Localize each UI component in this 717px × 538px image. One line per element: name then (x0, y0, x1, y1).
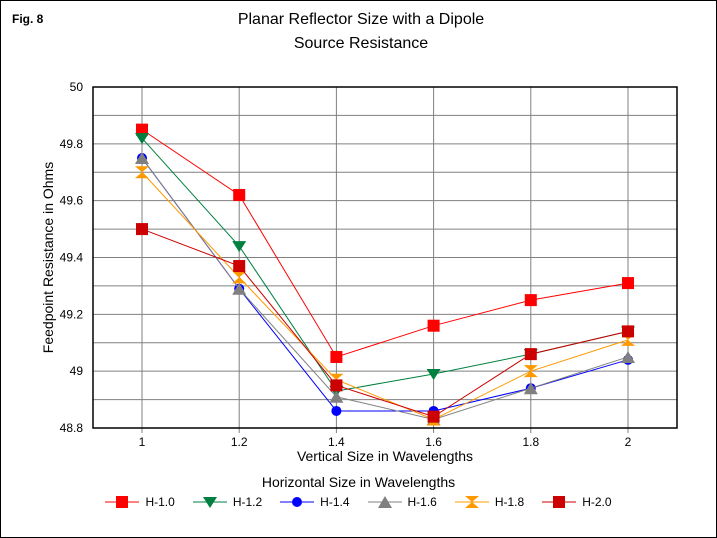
data-point-marker (233, 188, 246, 201)
data-point-marker (329, 390, 344, 403)
data-point-marker (136, 223, 148, 236)
legend-marker (280, 497, 315, 507)
series-line (141, 228, 629, 418)
x-axis-label: Vertical Size in Wavelengths (297, 448, 473, 464)
data-point-marker (232, 282, 247, 295)
data-point-marker (464, 496, 479, 508)
data-point-marker (232, 271, 247, 284)
legend-label: H-2.0 (582, 495, 612, 509)
legend-label: H-1.4 (320, 495, 350, 509)
data-point-marker (553, 496, 566, 508)
data-point-marker (116, 496, 129, 508)
x-tick-label: 1.4 (328, 435, 345, 449)
data-point-marker (622, 277, 634, 290)
legend-marker (367, 496, 402, 508)
data-point-marker (135, 133, 149, 145)
y-tick-label: 50 (70, 80, 84, 94)
legend-marker (454, 496, 489, 508)
data-point-marker (523, 365, 538, 378)
y-axis-label: Feedpoint Resistance in Ohms (40, 162, 56, 353)
legend-label: H-1.6 (407, 495, 437, 509)
legend-item: H-1.0 (105, 495, 175, 509)
data-point-marker (233, 260, 246, 273)
chart-title-line-1: Planar Reflector Size with a Dipole (237, 11, 485, 28)
data-point-marker (135, 152, 149, 165)
data-point-marker (427, 410, 440, 423)
data-point-marker (523, 382, 538, 395)
x-tick-label: 1.8 (522, 435, 539, 449)
legend-label: H-1.0 (145, 495, 175, 509)
data-point-marker (621, 350, 635, 363)
legend-item: H-1.6 (367, 495, 437, 509)
data-point-marker (330, 350, 343, 363)
legend-label: H-1.8 (494, 495, 525, 509)
data-point-marker (292, 497, 303, 507)
data-point-marker (330, 379, 343, 392)
figure-label: Fig. 8 (12, 12, 44, 26)
legend: H-1.0 H-1.2 H-1.4 H-1.6 H-1.8 H-2.0 (1, 495, 716, 509)
chart-title-line-2: Source Resistance (293, 35, 429, 52)
data-point-marker (232, 241, 247, 253)
series-h-1.8 (135, 166, 635, 426)
data-point-marker (202, 497, 217, 508)
series-line (141, 137, 629, 392)
data-point-marker (426, 369, 441, 381)
data-point-marker (331, 405, 342, 416)
legend-item: H-1.8 (454, 495, 525, 509)
legend-marker (542, 496, 577, 508)
y-tick-label: 49 (70, 364, 84, 378)
series-line (141, 157, 629, 420)
y-tick-label: 49.2 (60, 307, 84, 321)
legend-label: H-1.2 (232, 495, 263, 509)
legend-item: H-1.4 (280, 495, 350, 509)
x-tick-label: 1 (139, 435, 146, 449)
series-line (141, 129, 629, 358)
data-point-marker (135, 166, 149, 179)
data-point-marker (427, 319, 440, 332)
legend-marker (192, 497, 227, 508)
y-tick-label: 49.6 (60, 194, 84, 208)
series-h-2.0 (136, 223, 634, 423)
data-point-marker (377, 496, 392, 508)
data-point-marker (524, 348, 537, 361)
legend-item: H-2.0 (542, 495, 612, 509)
data-point-marker (136, 123, 148, 136)
legend-title: Horizontal Size in Wavelengths (261, 474, 456, 490)
plot-frame (92, 86, 678, 429)
legend-marker (105, 496, 140, 508)
data-point-marker (524, 294, 537, 307)
series-h-1.6 (135, 152, 635, 426)
x-tick-label: 1.6 (425, 435, 442, 449)
series-line (141, 157, 629, 412)
series-h-1.4 (137, 153, 633, 416)
data-point-marker (622, 325, 634, 338)
y-tick-label: 49.4 (60, 251, 84, 265)
legend-item: H-1.2 (192, 495, 263, 509)
y-tick-label: 48.8 (60, 421, 84, 435)
x-tick-label: 2 (625, 435, 632, 449)
y-tick-label: 49.8 (60, 137, 84, 151)
x-tick-label: 1.2 (231, 435, 248, 449)
series-h-1.0 (136, 123, 634, 363)
